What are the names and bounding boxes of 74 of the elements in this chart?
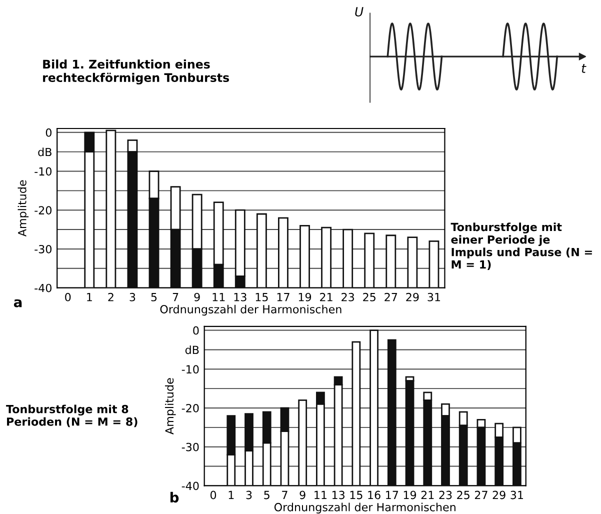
text: a xyxy=(14,299,22,308)
y-tick-label: dB xyxy=(185,345,199,354)
bar xyxy=(106,130,116,288)
y-tick-label: -40 xyxy=(34,284,52,292)
y-tick-label: dB xyxy=(38,148,52,156)
bar xyxy=(342,228,354,288)
bar xyxy=(298,400,308,486)
x-tick-label: 3 xyxy=(130,292,136,302)
x-tick-label: 9 xyxy=(194,292,200,302)
bar xyxy=(278,217,288,288)
bar xyxy=(370,330,378,486)
x-tick-label: 29 xyxy=(406,292,419,302)
text: b xyxy=(170,492,179,503)
x-tick-label: 7 xyxy=(282,490,288,500)
x-tick-label: 27 xyxy=(384,292,398,302)
x-tick-label: 11 xyxy=(314,490,326,500)
x-tick-label: 5 xyxy=(151,293,157,302)
x-axis-title: Ordnungszahl der Harmonischen xyxy=(274,502,456,514)
y-tick-label: 0 xyxy=(46,128,52,137)
text: U xyxy=(355,7,364,16)
x-tick-label: 29 xyxy=(492,490,506,500)
x-tick-label: 27 xyxy=(474,490,488,500)
bar xyxy=(405,380,414,486)
text: Bild 1. Zeitfunktion eines rechteckförmigen Tonbursts xyxy=(43,59,230,84)
bar xyxy=(300,224,310,288)
bar xyxy=(386,234,396,288)
x-tick-label: 19 xyxy=(404,490,416,500)
text: Tonburstfolge mit 8 Perioden (N = M = 8) xyxy=(6,404,138,428)
y-axis-title: Amplitude xyxy=(165,378,176,434)
x-tick-label: 15 xyxy=(256,293,268,302)
x-tick-label: 21 xyxy=(421,490,434,500)
text: t xyxy=(582,64,586,73)
x-tick-label: 17 xyxy=(277,293,290,302)
x-tick-label: 21 xyxy=(320,292,332,302)
x-tick-label: 1 xyxy=(87,293,92,302)
y-tick-label: -30 xyxy=(182,442,199,452)
bar xyxy=(407,236,418,288)
x-tick-label: 19 xyxy=(298,292,312,302)
x-tick-label: 16 xyxy=(368,490,380,500)
x-tick-label: 0 xyxy=(210,490,216,500)
x-tick-label: 13 xyxy=(332,490,344,500)
x-tick-label: 7 xyxy=(172,293,178,302)
y-tick-label: -30 xyxy=(34,244,52,254)
bar xyxy=(256,213,267,288)
x-tick-label: 23 xyxy=(439,490,452,500)
bar xyxy=(387,339,396,486)
y-tick-label: -10 xyxy=(182,365,199,374)
bar xyxy=(364,232,375,288)
x-tick-label: 23 xyxy=(342,292,354,302)
x-tick-label: 2 xyxy=(108,292,114,302)
x-tick-label: 9 xyxy=(300,490,306,500)
y-tick-label: -20 xyxy=(34,206,52,214)
bar xyxy=(428,240,440,288)
x-tick-label: 13 xyxy=(234,292,246,302)
y-tick-label: -20 xyxy=(182,404,199,412)
x-tick-label: 31 xyxy=(510,490,523,500)
y-tick-label: -40 xyxy=(182,482,199,490)
x-axis-title: Ordnungszahl der Harmonischen xyxy=(160,304,342,316)
text: Tonburstfolge mit einer Periode je Impuls und Pause (N = M = 1) xyxy=(450,222,592,270)
y-tick-label: 0 xyxy=(193,326,199,335)
x-tick-label: 31 xyxy=(428,292,440,302)
x-tick-label: 0 xyxy=(65,292,71,302)
bar xyxy=(352,341,361,486)
x-tick-label: 25 xyxy=(363,292,376,302)
bar xyxy=(321,226,332,288)
x-tick-label: 17 xyxy=(386,490,398,500)
y-axis-title: Amplitude xyxy=(18,180,29,237)
y-tick-label: -10 xyxy=(34,167,52,176)
x-tick-label: 3 xyxy=(246,490,252,500)
x-tick-label: 1 xyxy=(228,490,234,500)
x-tick-label: 25 xyxy=(457,490,470,500)
x-tick-label: 15 xyxy=(350,490,362,500)
x-tick-label: 5 xyxy=(264,490,270,500)
x-tick-label: 11 xyxy=(212,293,225,302)
